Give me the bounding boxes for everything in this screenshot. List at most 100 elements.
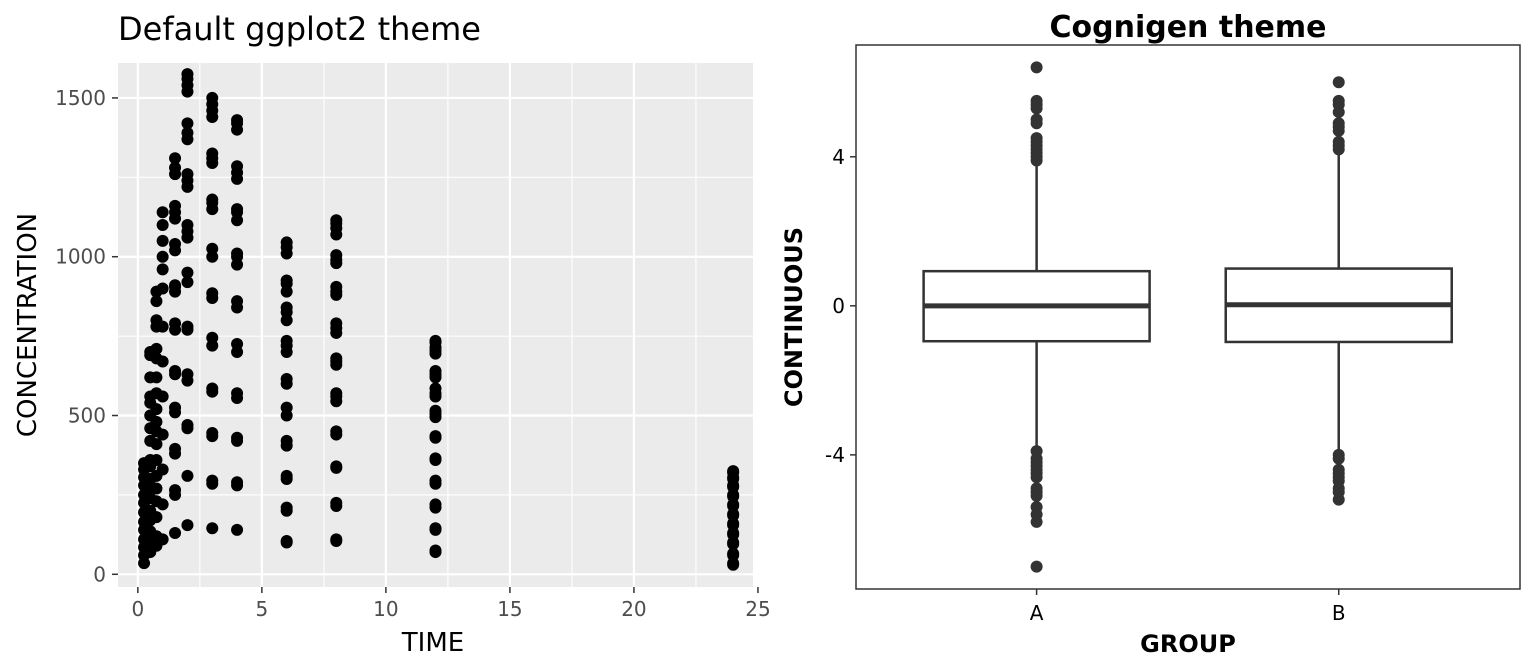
scatter-point <box>156 282 169 295</box>
scatter-point <box>156 463 169 476</box>
scatter-point <box>169 484 182 497</box>
right-y-tick-label: -4 <box>825 443 845 467</box>
scatter-point <box>181 168 194 181</box>
scatter-point <box>206 242 219 255</box>
scatter-point <box>231 114 244 127</box>
left-x-tick-label: 25 <box>745 597 770 621</box>
scatter-point <box>206 522 219 535</box>
scatter-point <box>206 382 219 395</box>
scatter-point <box>156 498 169 511</box>
scatter-point <box>429 522 442 535</box>
scatter-point <box>169 365 182 378</box>
scatter-point <box>150 371 163 384</box>
scatter-point <box>280 534 293 547</box>
scatter-point <box>169 152 182 165</box>
scatter-point <box>280 274 293 287</box>
left-y-tick-label: 0 <box>93 562 106 586</box>
scatter-point <box>231 338 244 351</box>
scatter-point <box>280 401 293 414</box>
right-y-tick-label: 0 <box>832 294 845 318</box>
scatter-point <box>181 117 194 130</box>
left-gridlines <box>118 63 760 587</box>
scatter-point <box>150 295 163 308</box>
right-y-tick-label: 4 <box>832 145 845 169</box>
scatter-point <box>169 279 182 292</box>
scatter-point <box>169 317 182 330</box>
scatter-point <box>429 430 442 443</box>
scatter-point <box>231 387 244 400</box>
scatter-point <box>156 263 169 276</box>
outlier-point <box>1030 102 1043 115</box>
scatter-point <box>156 428 169 441</box>
scatter-point <box>231 203 244 216</box>
scatter-point <box>181 519 194 532</box>
scatter-point <box>150 342 163 355</box>
scatter-point <box>169 238 182 251</box>
scatter-point <box>280 501 293 514</box>
scatter-point <box>156 390 169 403</box>
scatter-point <box>181 469 194 482</box>
right-chart-title: Cognigen theme <box>1049 10 1326 45</box>
scatter-point <box>330 425 343 438</box>
left-y-tick-label: 500 <box>68 404 106 428</box>
scatter-point <box>156 355 169 368</box>
scatter-point <box>150 482 163 495</box>
scatter-point <box>169 199 182 212</box>
outlier-point <box>1030 117 1043 130</box>
right-y-axis-label: CONTINUOUS <box>780 227 808 407</box>
scatter-point <box>330 460 343 473</box>
outlier-point <box>1332 452 1345 465</box>
scatter-point <box>231 431 244 444</box>
scatter-point <box>429 382 442 395</box>
scatter-point <box>727 547 740 560</box>
scatter-point <box>429 365 442 378</box>
scatter-point <box>150 453 163 466</box>
left-axes: 0 5 10 15 20 25 0 500 1000 1500 <box>55 86 771 621</box>
scatter-point <box>280 301 293 314</box>
scatter-point <box>206 193 219 206</box>
scatter-point <box>169 401 182 414</box>
scatter-point <box>429 474 442 487</box>
scatter-point <box>181 126 194 139</box>
outlier-point <box>1030 471 1043 484</box>
scatter-point <box>231 295 244 308</box>
scatter-point <box>231 247 244 260</box>
scatter-point <box>150 415 163 428</box>
scatter-point <box>156 320 169 333</box>
outlier-point <box>1332 493 1345 506</box>
scatter-point <box>330 533 343 546</box>
scatter-point <box>150 403 163 416</box>
left-y-tick-label: 1000 <box>55 245 106 269</box>
scatter-point <box>156 533 169 546</box>
scatter-point <box>181 266 194 279</box>
outlier-point <box>1332 106 1345 119</box>
outlier-point <box>1332 124 1345 137</box>
left-y-axis-label: CONCENTRATION <box>13 213 43 437</box>
scatter-point <box>156 250 169 263</box>
scatter-point <box>429 404 442 417</box>
left-points <box>138 68 740 571</box>
scatter-point <box>206 287 219 300</box>
right-x-tick-label: B <box>1332 601 1346 625</box>
scatter-point <box>156 234 169 247</box>
scatter-point <box>169 442 182 455</box>
scatter-point <box>330 352 343 365</box>
scatter-point <box>280 469 293 482</box>
left-x-tick-label: 10 <box>373 597 398 621</box>
scatter-point <box>330 387 343 400</box>
scatter-point <box>429 498 442 511</box>
scatter-point <box>280 372 293 385</box>
outlier-point <box>1030 154 1043 167</box>
scatter-point <box>206 426 219 439</box>
right-axes: A B 4 0 -4 <box>825 145 1346 625</box>
scatter-point <box>206 474 219 487</box>
scatter-point <box>150 438 163 451</box>
scatter-point <box>231 160 244 173</box>
scatter-point <box>181 368 194 381</box>
outlier-point <box>1332 143 1345 156</box>
scatter-point <box>181 68 194 81</box>
scatter-point <box>330 496 343 509</box>
outlier-point <box>1030 560 1043 573</box>
scatter-point <box>181 419 194 432</box>
